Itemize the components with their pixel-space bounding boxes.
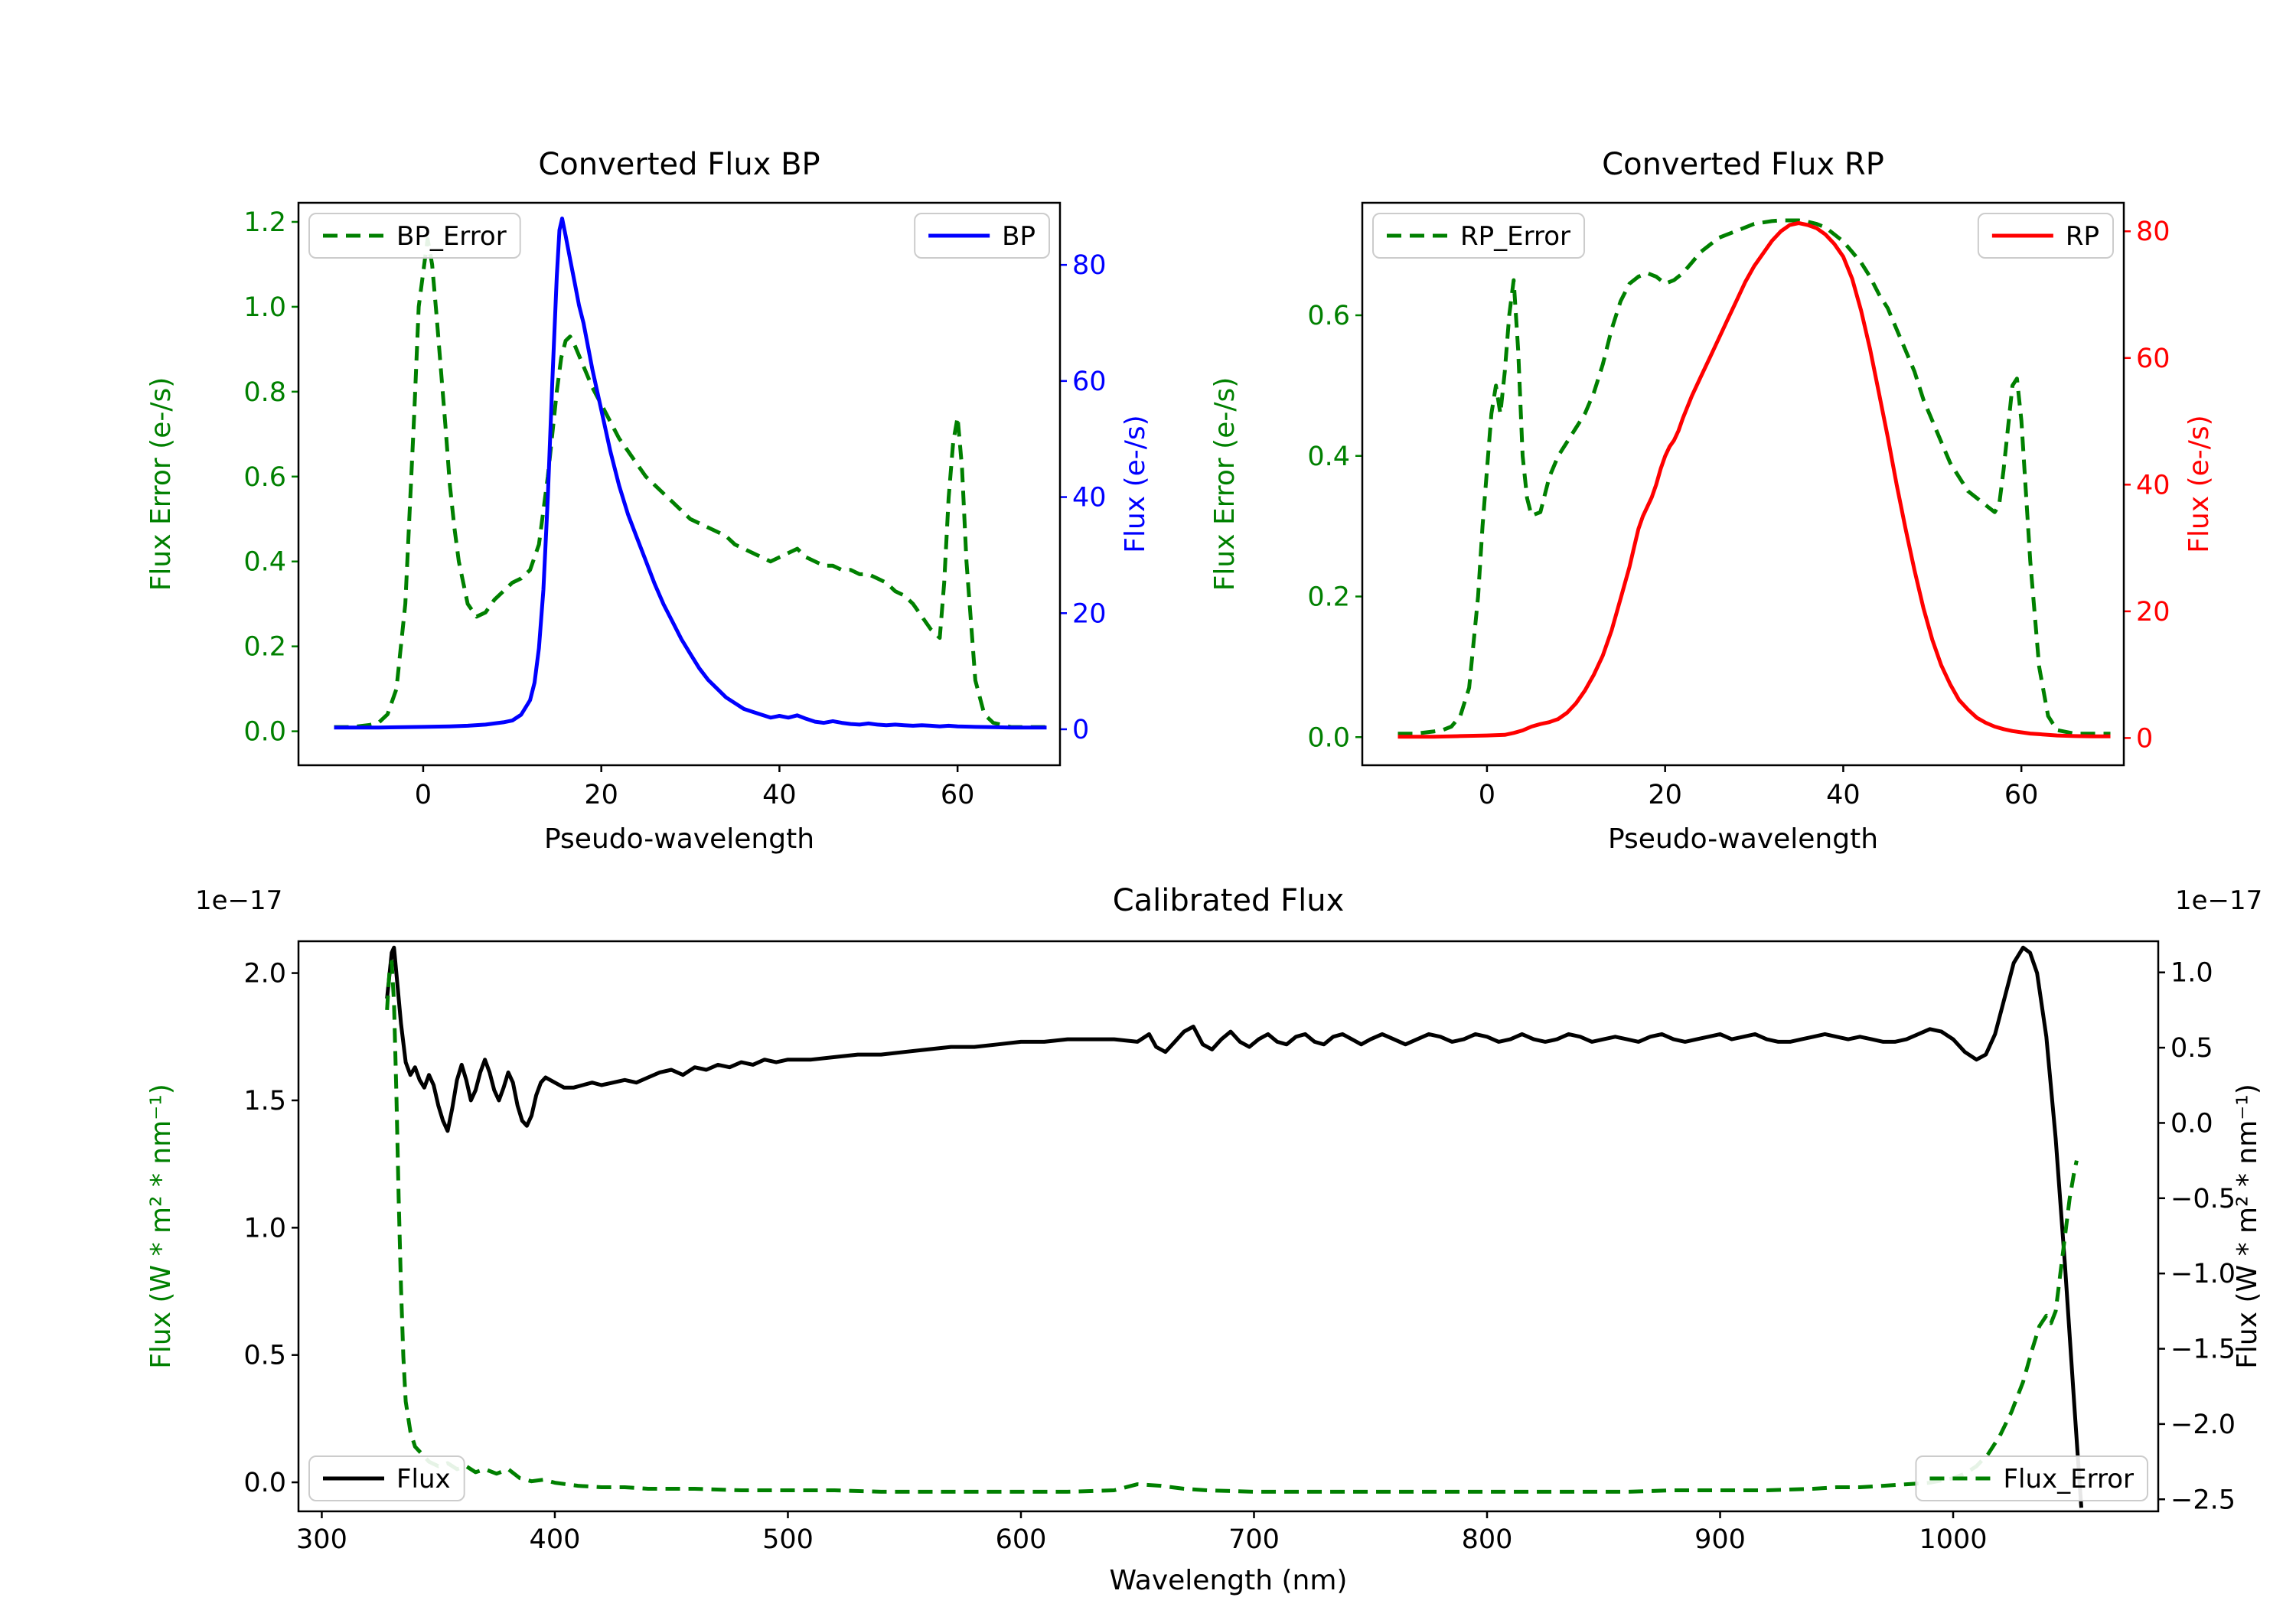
- y-left-tick-label: 0.5: [243, 1341, 286, 1371]
- y-right-tick-label: −2.5: [2170, 1485, 2236, 1515]
- y-right-tick-label: 1.0: [2170, 958, 2213, 989]
- y-right-tick-label: −0.5: [2170, 1184, 2236, 1214]
- x-tick-label: 40: [1826, 780, 1861, 810]
- plot-frame: [297, 201, 1062, 767]
- legend-bp_error: BP_Error: [308, 213, 521, 259]
- chart-converted-flux-bp: Converted Flux BP 0 20 40 60 Pseudo-wavelengt…: [107, 92, 1163, 860]
- series-layer: [334, 217, 1047, 730]
- series-line-rp_error: [1397, 218, 2111, 736]
- chart-converted-flux-bp-svg: Converted Flux BP 0 20 40 60 Pseudo-wavelengt…: [145, 147, 1151, 855]
- x-axis-label: Wavelength (nm): [1110, 1565, 1348, 1596]
- chart-title: Converted Flux RP: [1602, 147, 1884, 182]
- chart-title: Converted Flux BP: [538, 147, 820, 182]
- x-tick-label: 400: [530, 1524, 581, 1555]
- legend-bp: BP: [914, 213, 1050, 259]
- y-right-axis-label: Flux (e-/s): [2183, 415, 2215, 553]
- x-tick-label: 20: [584, 780, 618, 810]
- y-right-tick-label: 0.5: [2170, 1033, 2213, 1064]
- y-right-tick-label: 0.0: [2170, 1108, 2213, 1139]
- chart-title: Calibrated Flux: [1113, 883, 1345, 918]
- x-tick-label: 900: [1694, 1524, 1746, 1555]
- chart-calibrated-flux-svg: Calibrated Flux 300 400 500 600 700 800 900 1000…: [145, 883, 2263, 1596]
- x-tick-label: 60: [941, 780, 975, 810]
- y-right-tick-label: 40: [1072, 483, 1107, 513]
- x-tick-label: 1000: [1919, 1524, 1987, 1555]
- x-axis-label: Pseudo-wavelength: [544, 823, 814, 855]
- legend-flux_error: Flux_Error: [1915, 1455, 2148, 1501]
- series-layer: [1397, 218, 2111, 739]
- legend-label: RP: [2066, 221, 2099, 252]
- x-tick-label: 40: [762, 780, 797, 810]
- y-right-tick-label: 40: [2136, 470, 2170, 500]
- y-right-tick-label: −2.0: [2170, 1410, 2236, 1440]
- y-left-axis-label: Flux Error (e-/s): [1209, 377, 1241, 592]
- y-right-axis-label: Flux (e-/s): [1120, 415, 1151, 553]
- y-left-tick-label: 1.0: [243, 292, 286, 323]
- y-right-tick-label: 80: [1072, 250, 1107, 281]
- legend-box: [1372, 213, 1586, 259]
- y-right-tick-label: 0: [2136, 723, 2153, 754]
- x-tick-label: 800: [1462, 1524, 1513, 1555]
- y-left-tick-label: 0.0: [243, 717, 286, 748]
- legend-label: BP_Error: [396, 221, 507, 252]
- y-left-tick-label: 0.2: [243, 632, 286, 663]
- chart-converted-flux-rp-svg: Converted Flux RP 0 20 40 60 Pseudo-wavelengt…: [1209, 147, 2215, 855]
- y-left-tick-label: 0.0: [1307, 722, 1350, 753]
- y-right-axis-label: Flux (W * m² * nm⁻¹): [2232, 1084, 2263, 1369]
- y-right-tick-label: 60: [1072, 367, 1107, 397]
- y-right-offset-text: 1e−17: [2175, 885, 2262, 916]
- y-left-tick-label: 0.0: [243, 1468, 286, 1498]
- y-left-tick-label: 1.2: [243, 207, 286, 238]
- y-right-tick-label: 0: [1072, 715, 1089, 745]
- y-left-tick-label: 1.0: [243, 1213, 286, 1244]
- legend-box: [308, 213, 521, 259]
- x-axis-label: Pseudo-wavelength: [1608, 823, 1878, 855]
- y-left-tick-label: 1.5: [243, 1086, 286, 1116]
- x-tick-label: 20: [1648, 780, 1682, 810]
- series-line-rp: [1397, 221, 2111, 739]
- x-tick-label: 600: [996, 1524, 1047, 1555]
- y-left-tick-label: 0.6: [1307, 301, 1350, 331]
- legend-label: BP: [1002, 221, 1035, 252]
- legend-box: [308, 1455, 465, 1501]
- legend-rp_error: RP_Error: [1372, 213, 1586, 259]
- plot-frame: [1361, 201, 2125, 767]
- y-right-tick-label: 80: [2136, 217, 2170, 247]
- y-left-axis-label: Flux Error (e-/s): [145, 377, 177, 592]
- plot-frame: [297, 940, 2160, 1513]
- y-right-tick-label: 20: [2136, 597, 2170, 627]
- series-line-bp: [334, 217, 1047, 730]
- x-tick-label: 700: [1228, 1524, 1280, 1555]
- y-left-offset-text: 1e−17: [195, 885, 282, 916]
- y-left-tick-label: 2.0: [243, 959, 286, 989]
- series-line-flux: [385, 945, 2083, 1508]
- y-left-axis-label: Flux (W * m² * nm⁻¹): [145, 1084, 177, 1369]
- x-tick-label: 500: [762, 1524, 814, 1555]
- y-left-tick-label: 0.6: [243, 462, 286, 493]
- y-right-tick-label: 20: [1072, 598, 1107, 629]
- series-line-flux_error: [385, 960, 2079, 1494]
- legend-label: RP_Error: [1460, 221, 1570, 252]
- y-right-tick-label: −1.5: [2170, 1335, 2236, 1365]
- x-tick-label: 0: [415, 780, 432, 810]
- y-right-tick-label: −1.0: [2170, 1259, 2236, 1289]
- x-tick-label: 60: [2004, 780, 2039, 810]
- series-layer: [385, 945, 2083, 1508]
- legend-label: Flux: [396, 1464, 451, 1495]
- legend-flux: Flux: [308, 1455, 465, 1501]
- y-left-tick-label: 0.4: [243, 547, 286, 578]
- chart-converted-flux-rp: Converted Flux RP 0 20 40 60 Pseudo-wavelengt…: [1171, 92, 2227, 860]
- y-left-tick-label: 0.4: [1307, 442, 1350, 472]
- y-right-tick-label: 60: [2136, 344, 2170, 374]
- x-tick-label: 0: [1479, 780, 1495, 810]
- legend-label: Flux_Error: [2003, 1464, 2134, 1495]
- y-left-tick-label: 0.2: [1307, 582, 1350, 613]
- chart-calibrated-flux: Calibrated Flux 300 400 500 600 700 800 900 1000…: [107, 849, 2296, 1606]
- y-left-tick-label: 0.8: [243, 377, 286, 408]
- x-tick-label: 300: [296, 1524, 347, 1555]
- legend-box: [1915, 1455, 2148, 1501]
- legend-rp: RP: [1977, 213, 2114, 259]
